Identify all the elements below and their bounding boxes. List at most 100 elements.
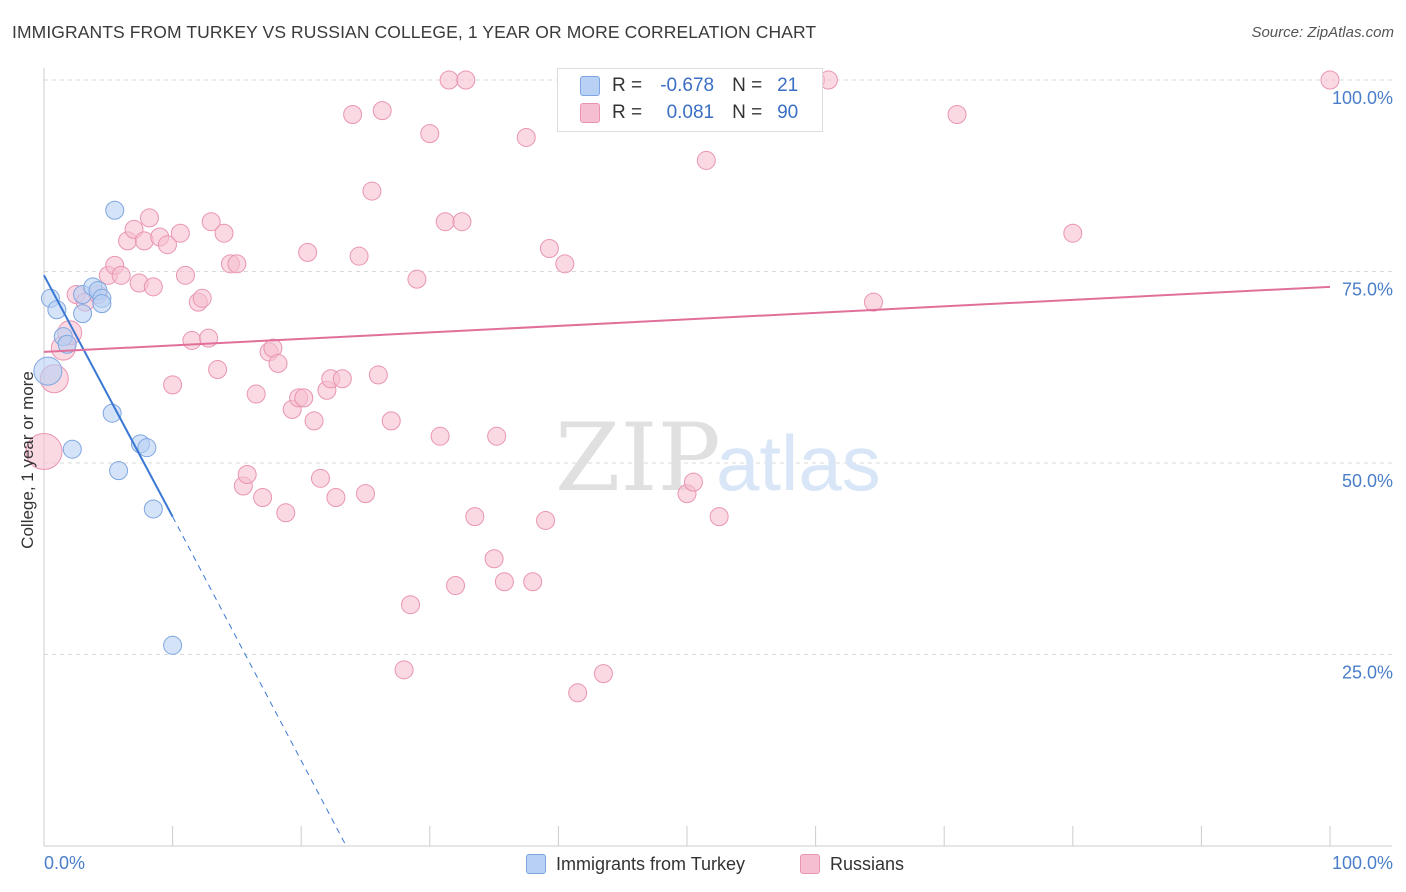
legend-swatch-russians: [580, 103, 600, 123]
legend-n-value-turkey: 21: [777, 75, 799, 96]
y-tick-label-3: 100.0%: [1332, 88, 1393, 108]
turkey-point-14: [105, 200, 125, 220]
russians-point-75: [593, 664, 613, 684]
y-axis-label: College, 1 year or more: [18, 371, 37, 549]
watermark: ZIP atlas: [555, 404, 881, 513]
russians-point-48: [343, 104, 363, 124]
russians-point-62: [446, 576, 466, 596]
russians-point-18: [163, 375, 183, 395]
russians-point-9: [111, 265, 131, 285]
series-immigrants-from-turkey: [33, 200, 183, 655]
russians-point-26: [208, 360, 228, 380]
russians-point-87: [1320, 70, 1340, 90]
russians-point-86: [1063, 223, 1083, 243]
russians-point-78: [683, 472, 703, 492]
russians-point-41: [298, 242, 318, 262]
trend-line-turkey-extension: [172, 516, 347, 847]
legend-r-label: R =: [612, 75, 643, 96]
russians-point-63: [452, 212, 472, 232]
legend-swatch-turkey: [580, 76, 600, 96]
trend-lines: [43, 274, 1331, 847]
russians-point-46: [326, 487, 346, 507]
russians-point-73: [555, 254, 575, 274]
trend-line-turkey: [43, 274, 174, 518]
russians-point-49: [349, 246, 369, 266]
russians-point-55: [394, 660, 414, 680]
russians-point-51: [362, 181, 382, 201]
source-label: Source: ZipAtlas.com: [1251, 24, 1394, 41]
x-tick-label-0: 0.0%: [44, 853, 85, 873]
russians-point-50: [356, 484, 375, 504]
russians-point-47: [332, 369, 352, 389]
russians-point-0: [25, 433, 63, 471]
legend-n-value-russians: 90: [777, 102, 799, 123]
legend-row-russians: R = 0.081 N = 90: [580, 101, 798, 125]
turkey-point-18: [163, 635, 183, 655]
russians-point-29: [227, 254, 247, 274]
russians-point-32: [246, 384, 266, 404]
russians-point-59: [430, 426, 450, 446]
turkey-point-13: [109, 461, 129, 481]
russians-point-37: [276, 503, 296, 523]
russians-point-42: [304, 411, 324, 431]
russians-point-52: [368, 365, 388, 385]
trend-line-russians: [43, 285, 1331, 353]
russians-point-25: [201, 212, 221, 232]
bottom-legend-russians: Russians: [800, 852, 904, 876]
russians-point-66: [484, 549, 504, 569]
chart-title: IMMIGRANTS FROM TURKEY VS RUSSIAN COLLEG…: [12, 22, 817, 42]
russians-point-69: [516, 127, 536, 147]
russians-point-74: [568, 683, 588, 703]
russians-point-85: [947, 104, 967, 124]
russians-point-15: [143, 277, 163, 297]
series-russians: [25, 70, 1340, 703]
turkey-point-4: [57, 334, 77, 354]
legend-n-label: N =: [732, 75, 763, 96]
russians-point-36: [268, 353, 288, 373]
russians-point-61: [439, 70, 459, 90]
x-tick-label-1: 100.0%: [1332, 853, 1393, 873]
russians-point-65: [465, 507, 485, 527]
bottom-legend-turkey: Immigrants from Turkey: [526, 852, 745, 876]
bottom-legend-swatch-turkey: [526, 854, 546, 874]
turkey-point-17: [143, 499, 163, 519]
russians-point-67: [487, 426, 507, 446]
bottom-legend-label-russians: Russians: [830, 853, 905, 874]
russians-point-20: [175, 265, 195, 285]
legend-n-label: N =: [732, 102, 763, 123]
turkey-point-11: [92, 294, 112, 314]
russians-point-19: [170, 223, 190, 243]
russians-point-57: [407, 269, 427, 289]
russians-point-70: [523, 572, 543, 592]
turkey-point-0: [33, 356, 63, 386]
y-tick-label-2: 75.0%: [1342, 280, 1393, 300]
bottom-legend-swatch-russians: [800, 854, 820, 874]
russians-point-64: [456, 70, 476, 90]
russians-point-60: [435, 212, 455, 232]
russians-point-54: [381, 411, 401, 431]
tick-labels: 25.0% 50.0% 75.0% 100.0% 0.0% 100.0%: [44, 88, 1393, 873]
russians-point-43: [310, 468, 330, 488]
russians-point-27: [214, 223, 234, 243]
russians-point-68: [494, 572, 514, 592]
legend-r-value-russians: 0.081: [666, 102, 715, 123]
russians-point-56: [401, 595, 421, 615]
russians-point-23: [192, 288, 212, 308]
turkey-point-16: [137, 438, 157, 458]
axes: [43, 68, 1392, 847]
russians-point-53: [372, 101, 392, 121]
russians-point-72: [539, 239, 559, 259]
y-tick-label-0: 25.0%: [1342, 663, 1393, 683]
russians-point-21: [182, 330, 202, 350]
turkey-point-5: [62, 439, 82, 459]
russians-point-79: [696, 150, 716, 170]
legend-r-value-turkey: -0.678: [660, 75, 715, 96]
russians-point-33: [253, 487, 273, 507]
russians-point-40: [294, 388, 314, 408]
russians-point-80: [709, 507, 729, 527]
watermark-atlas: atlas: [716, 419, 881, 507]
russians-point-71: [536, 510, 556, 530]
correlation-legend: R = -0.678 N = 21 R = 0.081 N = 90: [557, 68, 823, 132]
turkey-point-10: [73, 304, 93, 324]
